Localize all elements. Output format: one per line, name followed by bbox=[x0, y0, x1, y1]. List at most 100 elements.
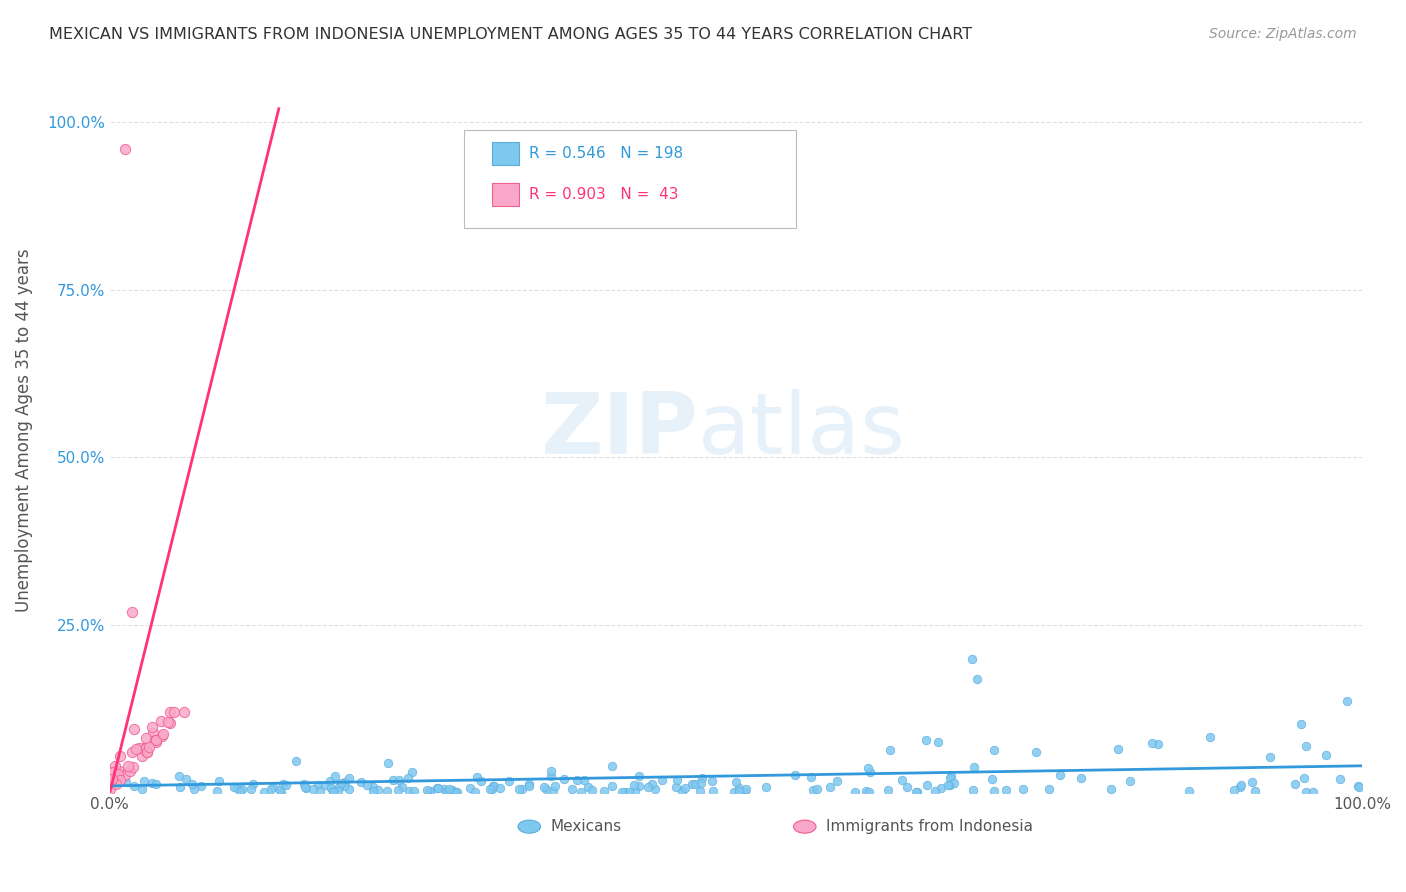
Point bbox=[665, 780, 688, 794]
Point bbox=[292, 777, 315, 791]
Point bbox=[470, 773, 492, 788]
Point bbox=[427, 780, 450, 795]
Point bbox=[671, 784, 693, 798]
Point bbox=[855, 783, 877, 797]
Point bbox=[856, 761, 879, 775]
Point bbox=[581, 783, 603, 797]
Point bbox=[433, 782, 456, 797]
Point bbox=[115, 775, 138, 789]
Point bbox=[666, 772, 689, 787]
Point bbox=[132, 774, 155, 789]
Point bbox=[183, 781, 205, 796]
Point bbox=[391, 780, 413, 794]
Point bbox=[173, 705, 195, 719]
Point bbox=[1107, 742, 1129, 756]
Point bbox=[1244, 784, 1267, 798]
Point bbox=[702, 774, 724, 789]
Bar bbox=[492, 183, 519, 206]
Point bbox=[905, 785, 928, 799]
Point bbox=[938, 771, 960, 785]
Point bbox=[755, 780, 778, 795]
Point bbox=[1140, 736, 1163, 750]
Point bbox=[1070, 771, 1092, 785]
Point bbox=[540, 769, 562, 783]
Point bbox=[858, 784, 880, 798]
Point bbox=[117, 758, 139, 772]
Point bbox=[326, 784, 349, 798]
Point bbox=[1119, 774, 1142, 789]
Point bbox=[114, 767, 136, 781]
Point bbox=[543, 784, 565, 798]
Point bbox=[443, 785, 465, 799]
Point bbox=[418, 785, 440, 799]
Point bbox=[859, 764, 882, 779]
Point bbox=[131, 748, 153, 763]
Point bbox=[488, 781, 510, 796]
Point bbox=[464, 784, 486, 798]
Point bbox=[150, 714, 173, 729]
Point bbox=[294, 780, 316, 794]
Point bbox=[995, 783, 1018, 797]
Point bbox=[350, 775, 373, 789]
Point bbox=[1229, 780, 1251, 794]
Point bbox=[229, 784, 252, 798]
Point bbox=[205, 783, 228, 797]
Point bbox=[1147, 737, 1170, 751]
Point bbox=[208, 774, 231, 789]
Point bbox=[567, 773, 589, 788]
Point bbox=[801, 782, 824, 797]
Point bbox=[690, 776, 713, 790]
Point bbox=[1101, 782, 1123, 797]
Point bbox=[125, 741, 148, 756]
Text: Source: ZipAtlas.com: Source: ZipAtlas.com bbox=[1209, 27, 1357, 41]
Circle shape bbox=[793, 820, 815, 833]
Point bbox=[689, 784, 711, 798]
Point bbox=[896, 780, 918, 794]
Point bbox=[231, 782, 253, 797]
Point bbox=[1230, 779, 1253, 793]
Point bbox=[398, 784, 420, 798]
Point bbox=[1258, 749, 1281, 764]
Point bbox=[396, 771, 419, 785]
Point bbox=[561, 782, 583, 797]
Point bbox=[1223, 783, 1246, 797]
Point bbox=[460, 780, 482, 795]
Point bbox=[100, 772, 122, 787]
Point bbox=[960, 651, 983, 665]
Point bbox=[128, 741, 150, 756]
Point bbox=[627, 769, 650, 783]
Point bbox=[367, 783, 389, 797]
Point bbox=[169, 780, 191, 795]
Circle shape bbox=[517, 820, 540, 833]
Point bbox=[644, 781, 666, 796]
Point bbox=[600, 759, 623, 773]
Point bbox=[482, 780, 505, 794]
Point bbox=[825, 773, 848, 788]
Point bbox=[915, 778, 938, 792]
Point bbox=[145, 735, 167, 749]
FancyBboxPatch shape bbox=[464, 130, 796, 227]
Point bbox=[108, 764, 131, 778]
Point bbox=[104, 759, 127, 773]
Point bbox=[939, 769, 962, 783]
Point bbox=[135, 746, 157, 760]
Point bbox=[307, 778, 329, 792]
Point bbox=[181, 776, 204, 790]
Point bbox=[1348, 780, 1371, 795]
Point bbox=[138, 739, 160, 754]
Point bbox=[1315, 748, 1337, 763]
Point bbox=[962, 782, 984, 797]
Point bbox=[135, 740, 157, 755]
Point bbox=[446, 785, 468, 799]
Point bbox=[806, 781, 828, 796]
Point bbox=[322, 784, 344, 798]
Point bbox=[723, 785, 745, 799]
Point bbox=[404, 784, 426, 798]
Point bbox=[108, 748, 131, 763]
Point bbox=[436, 784, 458, 798]
Point bbox=[939, 778, 962, 792]
Point bbox=[876, 783, 898, 797]
Point bbox=[101, 772, 124, 786]
Point bbox=[318, 773, 340, 788]
Point bbox=[426, 780, 449, 795]
